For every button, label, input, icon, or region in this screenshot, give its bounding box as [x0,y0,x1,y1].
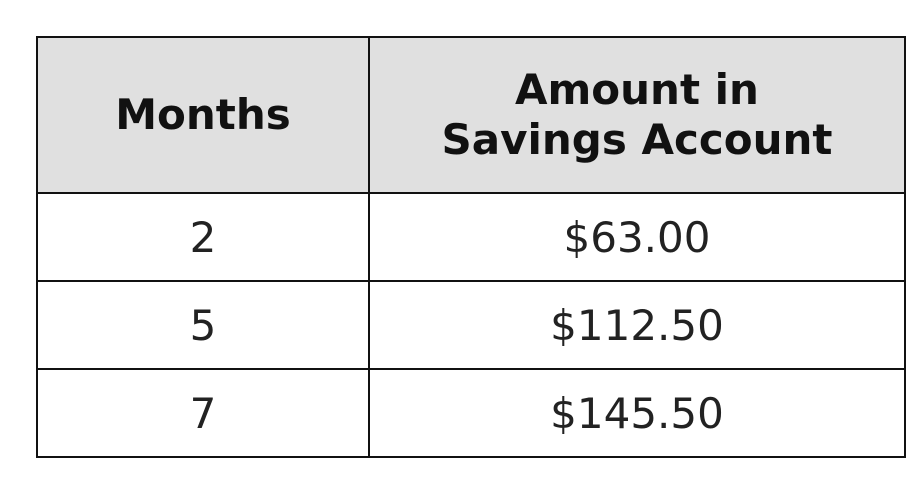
cell-amount: $145.50 [368,368,906,458]
cell-months: 5 [36,280,370,370]
header-amount: Amount in Savings Account [368,36,906,194]
table-header-row: Months Amount in Savings Account [36,36,906,194]
savings-table: Months Amount in Savings Account 2 $63.0… [36,36,906,458]
savings-table-container: Months Amount in Savings Account 2 $63.0… [36,36,906,458]
header-amount-line-1: Amount in [515,65,759,114]
cell-amount: $112.50 [368,280,906,370]
table-row: 7 $145.50 [36,368,906,458]
header-months: Months [36,36,370,194]
header-amount-line-2: Savings Account [441,115,833,164]
cell-months: 2 [36,192,370,282]
table-row: 5 $112.50 [36,280,906,370]
cell-amount: $63.00 [368,192,906,282]
cell-months: 7 [36,368,370,458]
table-row: 2 $63.00 [36,192,906,282]
header-months-label: Months [115,90,291,139]
